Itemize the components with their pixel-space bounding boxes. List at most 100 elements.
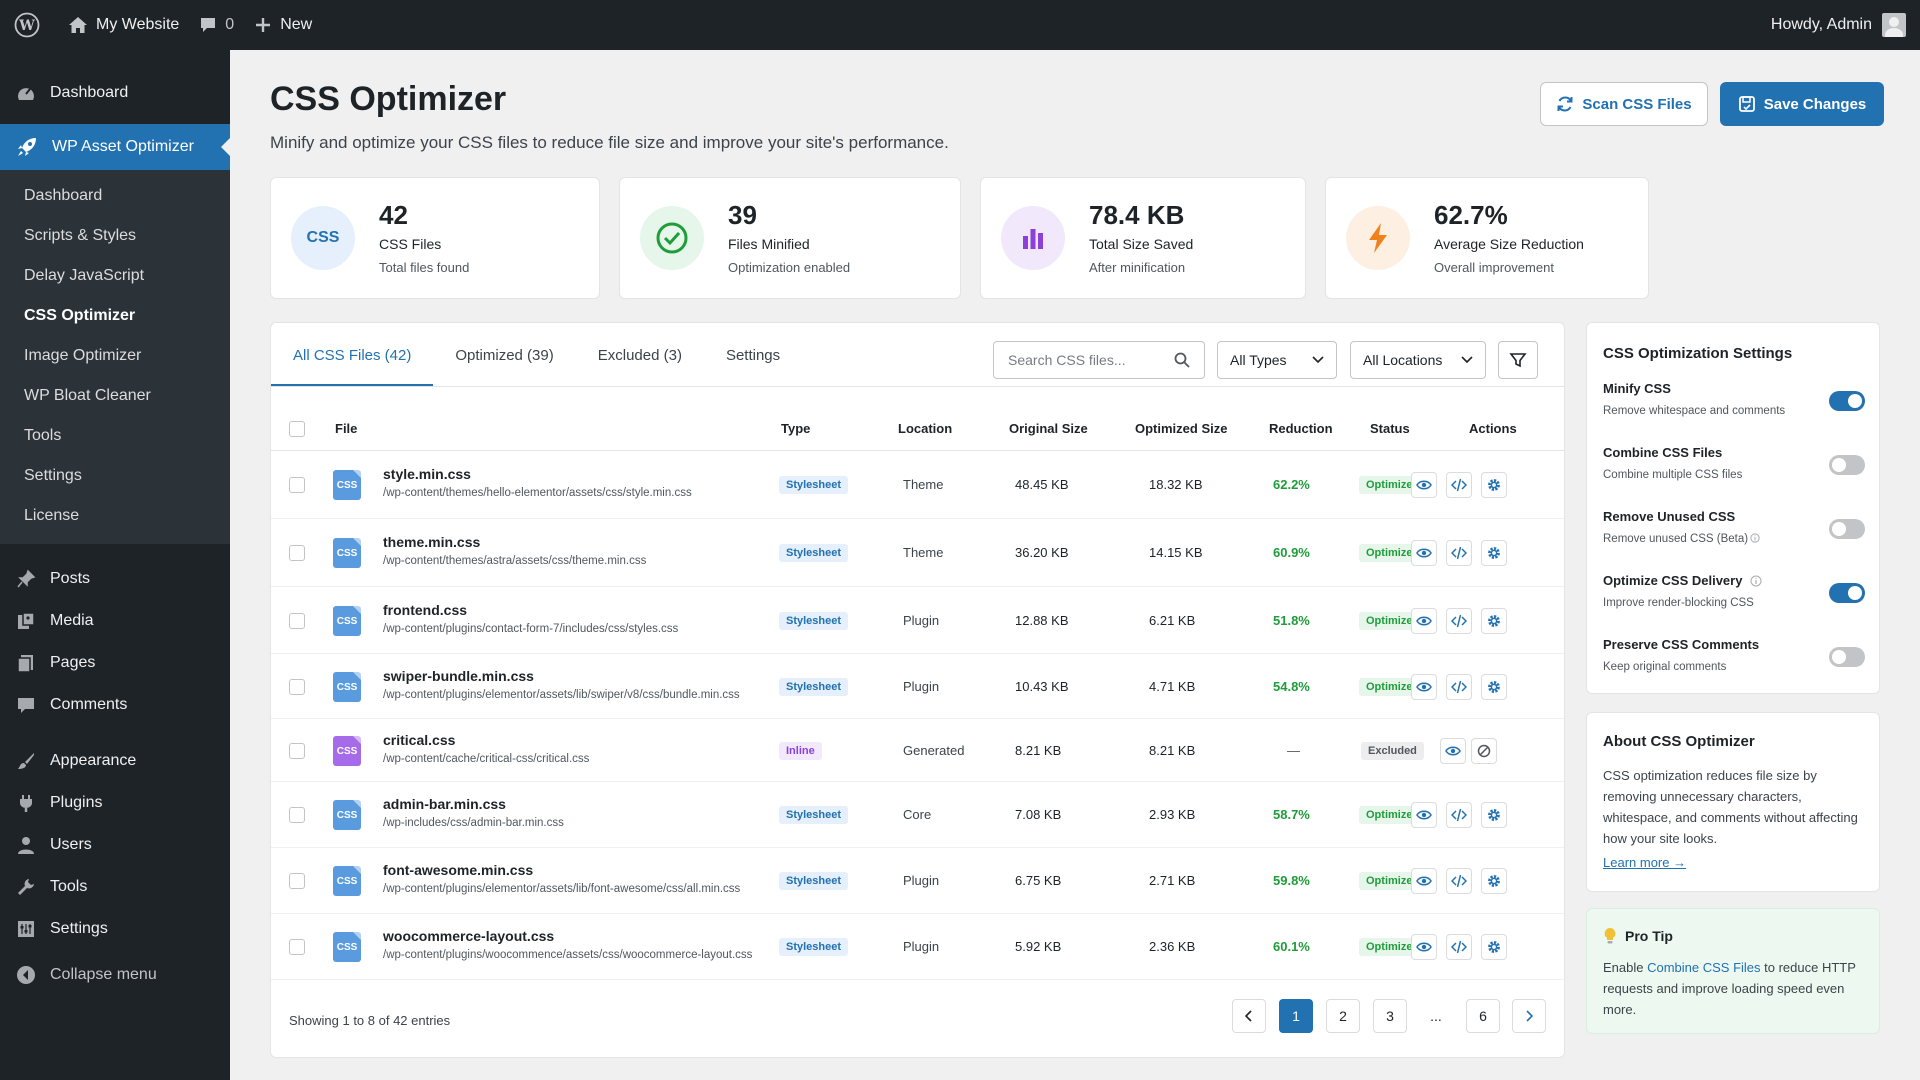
- code-button[interactable]: [1446, 472, 1472, 498]
- submenu-item-license[interactable]: License: [0, 496, 230, 536]
- learn-more-link[interactable]: Learn more →: [1603, 855, 1687, 870]
- table-row[interactable]: CSS woocommerce-layout.css/wp-content/plu…: [271, 914, 1564, 980]
- menu-users[interactable]: Users: [0, 824, 230, 866]
- view-button[interactable]: [1411, 868, 1437, 894]
- code-button[interactable]: [1446, 674, 1472, 700]
- comments-link[interactable]: 0: [189, 0, 244, 50]
- menu-tools[interactable]: Tools: [0, 866, 230, 908]
- tab-excluded[interactable]: Excluded (3): [576, 323, 704, 387]
- submenu-item-image-optimizer[interactable]: Image Optimizer: [0, 336, 230, 376]
- toggle-combine-css-files[interactable]: [1829, 455, 1865, 475]
- file-name[interactable]: critical.css: [383, 732, 456, 748]
- tab-settings[interactable]: Settings: [704, 323, 802, 387]
- location-filter-select[interactable]: All Locations: [1350, 341, 1486, 379]
- settings-button[interactable]: [1481, 540, 1507, 566]
- css-file-icon-text: CSS: [336, 745, 358, 757]
- view-button[interactable]: [1411, 608, 1437, 634]
- table-row[interactable]: CSS critical.css/wp-content/cache/critica…: [271, 719, 1564, 782]
- menu-settings[interactable]: Settings: [0, 908, 230, 950]
- collapse-menu-button[interactable]: Collapse menu: [0, 954, 230, 996]
- toggle-minify-css[interactable]: [1829, 391, 1865, 411]
- submenu-item-dashboard[interactable]: Dashboard: [0, 176, 230, 216]
- view-button[interactable]: [1411, 674, 1437, 700]
- row-checkbox[interactable]: [289, 545, 305, 561]
- pagination-page-1[interactable]: 1: [1279, 999, 1313, 1033]
- table-row[interactable]: CSS font-awesome.min.css/wp-content/plugi…: [271, 848, 1564, 914]
- pagination-page-6[interactable]: 6: [1466, 999, 1500, 1033]
- toggle-optimize-css-delivery[interactable]: [1829, 583, 1865, 603]
- tab-optimized[interactable]: Optimized (39): [433, 323, 575, 387]
- table-row[interactable]: CSS theme.min.css/wp-content/themes/astra…: [271, 519, 1564, 587]
- table-row[interactable]: CSS admin-bar.min.css/wp-includes/css/adm…: [271, 782, 1564, 848]
- row-checkbox[interactable]: [289, 873, 305, 889]
- submenu-item-css-optimizer[interactable]: CSS Optimizer: [0, 296, 230, 336]
- submenu-item-delay-javascript[interactable]: Delay JavaScript: [0, 256, 230, 296]
- view-button[interactable]: [1411, 802, 1437, 828]
- code-button[interactable]: [1446, 608, 1472, 634]
- table-row[interactable]: CSS frontend.css/wp-content/plugins/conta…: [271, 587, 1564, 654]
- submenu-item-settings[interactable]: Settings: [0, 456, 230, 496]
- include-toggle-button[interactable]: [1471, 738, 1497, 764]
- menu-comments[interactable]: Comments: [0, 684, 230, 726]
- toggle-preserve-css-comments[interactable]: [1829, 647, 1865, 667]
- view-button[interactable]: [1411, 934, 1437, 960]
- wordpress-logo-button[interactable]: W: [0, 0, 58, 50]
- tab-all-css-files[interactable]: All CSS Files (42): [271, 323, 434, 387]
- file-name[interactable]: theme.min.css: [383, 534, 481, 550]
- row-checkbox[interactable]: [289, 477, 305, 493]
- file-name[interactable]: admin-bar.min.css: [383, 796, 506, 812]
- save-changes-button[interactable]: Save Changes: [1720, 82, 1884, 126]
- menu-pages[interactable]: Pages: [0, 642, 230, 684]
- row-checkbox[interactable]: [289, 613, 305, 629]
- select-all-checkbox[interactable]: [289, 421, 305, 437]
- row-checkbox[interactable]: [289, 939, 305, 955]
- settings-button[interactable]: [1481, 802, 1507, 828]
- search-input[interactable]: [993, 341, 1205, 379]
- pagination-page-3[interactable]: 3: [1373, 999, 1407, 1033]
- pagination-next-button[interactable]: [1512, 999, 1546, 1033]
- menu-appearance[interactable]: Appearance: [0, 740, 230, 782]
- type-filter-select[interactable]: All Types: [1217, 341, 1337, 379]
- code-button[interactable]: [1446, 540, 1472, 566]
- view-button[interactable]: [1440, 738, 1466, 764]
- file-name[interactable]: swiper-bundle.min.css: [383, 668, 534, 684]
- submenu-item-tools[interactable]: Tools: [0, 416, 230, 456]
- file-name[interactable]: frontend.css: [383, 602, 468, 618]
- menu-media[interactable]: Media: [0, 600, 230, 642]
- combine-css-link[interactable]: Combine CSS Files: [1647, 960, 1761, 975]
- row-checkbox[interactable]: [289, 807, 305, 823]
- view-button[interactable]: [1411, 472, 1437, 498]
- view-button[interactable]: [1411, 540, 1437, 566]
- code-button[interactable]: [1446, 868, 1472, 894]
- settings-button[interactable]: [1481, 608, 1507, 634]
- pagination-prev-button[interactable]: [1232, 999, 1266, 1033]
- file-name[interactable]: font-awesome.min.css: [383, 862, 534, 878]
- pro-tip-title: Pro Tip: [1625, 928, 1673, 944]
- toggle-remove-unused-css[interactable]: [1829, 519, 1865, 539]
- code-button[interactable]: [1446, 934, 1472, 960]
- filter-button[interactable]: [1498, 341, 1538, 379]
- menu-posts[interactable]: Posts: [0, 558, 230, 600]
- submenu-item-wp-bloat-cleaner[interactable]: WP Bloat Cleaner: [0, 376, 230, 416]
- table-row[interactable]: CSS swiper-bundle.min.css/wp-content/plug…: [271, 654, 1564, 719]
- settings-button[interactable]: [1481, 868, 1507, 894]
- file-name[interactable]: woocommerce-layout.css: [383, 928, 555, 944]
- menu-dashboard[interactable]: Dashboard: [0, 72, 230, 114]
- eye-icon: [1416, 681, 1432, 693]
- site-name-link[interactable]: My Website: [58, 0, 189, 50]
- submenu-item-scripts-styles[interactable]: Scripts & Styles: [0, 216, 230, 256]
- new-content-link[interactable]: New: [244, 0, 322, 50]
- account-menu[interactable]: Howdy, Admin: [1761, 0, 1920, 50]
- settings-button[interactable]: [1481, 674, 1507, 700]
- scan-css-files-button[interactable]: Scan CSS Files: [1540, 82, 1708, 126]
- menu-plugins[interactable]: Plugins: [0, 782, 230, 824]
- file-name[interactable]: style.min.css: [383, 466, 471, 482]
- pagination-page-2[interactable]: 2: [1326, 999, 1360, 1033]
- menu-wp-asset-optimizer[interactable]: WP Asset Optimizer: [0, 124, 230, 170]
- row-checkbox[interactable]: [289, 743, 305, 759]
- settings-button[interactable]: [1481, 472, 1507, 498]
- settings-button[interactable]: [1481, 934, 1507, 960]
- table-row[interactable]: CSS style.min.css/wp-content/themes/hello…: [271, 451, 1564, 519]
- row-checkbox[interactable]: [289, 679, 305, 695]
- code-button[interactable]: [1446, 802, 1472, 828]
